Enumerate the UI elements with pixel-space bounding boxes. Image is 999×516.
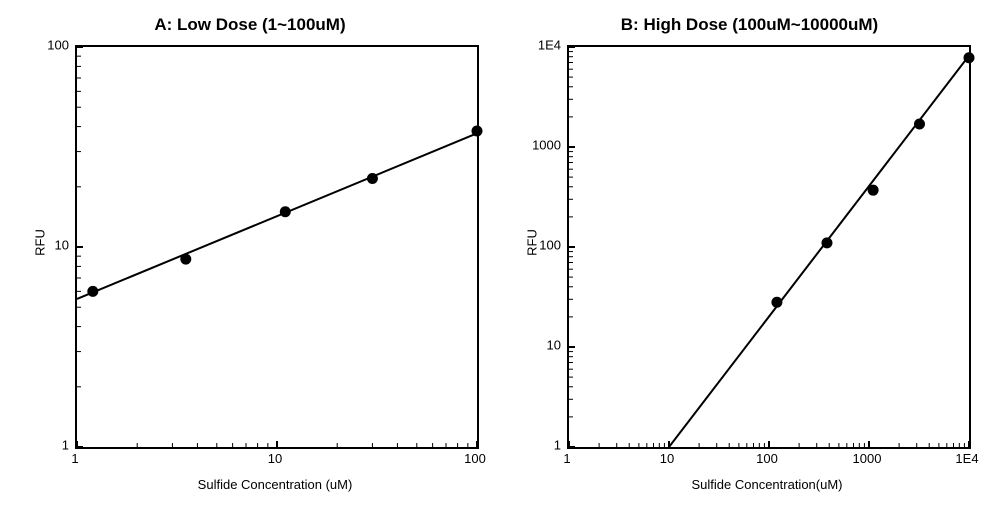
xtick-label: 10: [660, 451, 674, 466]
ytick-label: 1E4: [525, 38, 561, 53]
xtick-label: 100: [756, 451, 778, 466]
ytick-label: 100: [525, 238, 561, 253]
chart-a-xlabel: Sulfide Concentration (uM): [75, 477, 475, 492]
data-point: [868, 185, 879, 196]
ytick-label: 100: [33, 38, 69, 53]
chart-svg-a: [77, 47, 477, 447]
data-point: [964, 52, 975, 63]
data-point: [87, 286, 98, 297]
ytick-label: 10: [525, 338, 561, 353]
data-point: [914, 118, 925, 129]
chart-svg-b: [569, 47, 969, 447]
figure: A: Low Dose (1~100uM) RFU Sulfide Concen…: [0, 0, 999, 516]
data-point: [180, 254, 191, 265]
ytick-label: 10: [33, 238, 69, 253]
chart-b-xlabel: Sulfide Concentration(uM): [567, 477, 967, 492]
xtick-label: 1E4: [955, 451, 978, 466]
data-point: [280, 206, 291, 217]
data-point: [771, 297, 782, 308]
xtick-label: 1: [563, 451, 570, 466]
chart-b-title: B: High Dose (100uM~10000uM): [500, 15, 999, 35]
xtick-label: 1000: [853, 451, 882, 466]
fit-line: [77, 133, 477, 299]
data-point: [821, 237, 832, 248]
chart-a-title: A: Low Dose (1~100uM): [0, 15, 500, 35]
ytick-label: 1: [33, 438, 69, 453]
data-point: [367, 173, 378, 184]
chart-a-plot-area: [75, 45, 479, 449]
fit-line: [669, 56, 969, 447]
data-point: [472, 126, 483, 137]
ytick-label: 1: [525, 438, 561, 453]
panel-a: A: Low Dose (1~100uM) RFU Sulfide Concen…: [0, 0, 500, 516]
xtick-label: 10: [268, 451, 282, 466]
ytick-label: 1000: [525, 138, 561, 153]
xtick-label: 1: [71, 451, 78, 466]
chart-b-plot-area: [567, 45, 971, 449]
xtick-label: 100: [464, 451, 486, 466]
panel-b: B: High Dose (100uM~10000uM) RFU Sulfide…: [500, 0, 999, 516]
